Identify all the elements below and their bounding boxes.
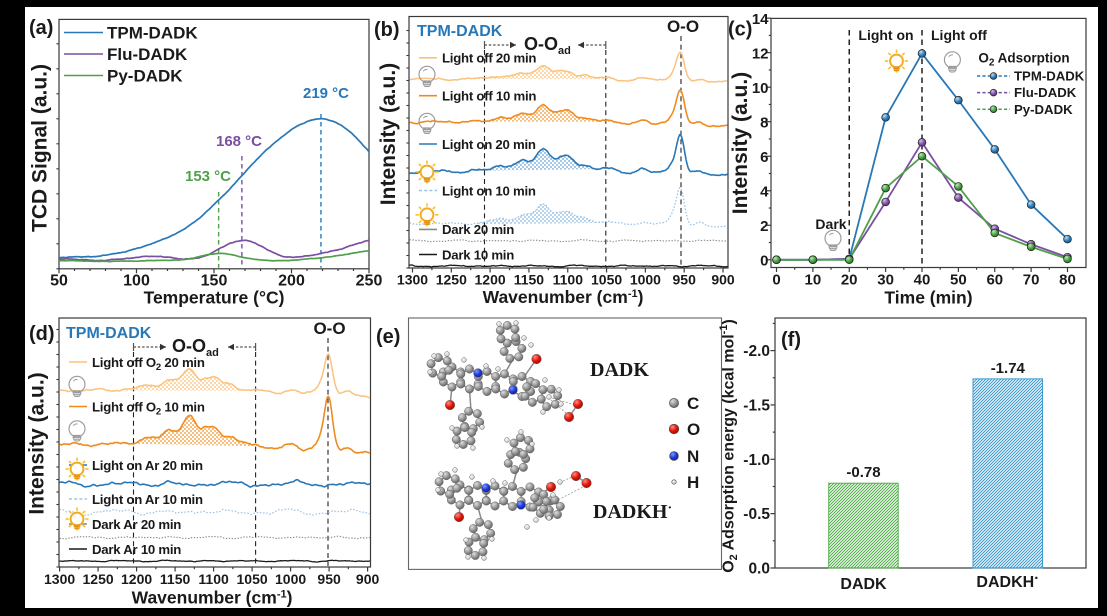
svg-text:12: 12	[752, 46, 769, 63]
svg-text:1200: 1200	[121, 571, 152, 587]
svg-text:Dark 20 min: Dark 20 min	[442, 222, 514, 237]
svg-text:Flu-DADK: Flu-DADK	[107, 45, 188, 64]
svg-text:950: 950	[673, 272, 697, 288]
svg-text:Light off: Light off	[931, 27, 987, 43]
svg-text:1000: 1000	[275, 571, 306, 587]
svg-text:0: 0	[772, 272, 780, 289]
svg-text:-1.0: -1.0	[743, 452, 770, 469]
svg-text:4: 4	[760, 184, 769, 201]
svg-text:Dark Ar 20 min: Dark Ar 20 min	[92, 517, 181, 532]
svg-text:Py-DADK: Py-DADK	[1014, 102, 1073, 117]
svg-text:Light off O2 10 min: Light off O2 10 min	[92, 399, 205, 417]
svg-text:1100: 1100	[198, 571, 229, 587]
svg-text:50: 50	[50, 272, 68, 289]
svg-text:Intensity (a.u.): Intensity (a.u.)	[26, 372, 49, 514]
svg-text:Time (min): Time (min)	[884, 288, 972, 308]
svg-text:Flu-DADK: Flu-DADK	[1014, 85, 1077, 100]
svg-text:50: 50	[950, 272, 967, 289]
svg-text:TPM-DADK: TPM-DADK	[1014, 69, 1085, 84]
svg-text:1000: 1000	[630, 272, 661, 288]
svg-text:Light off 20 min: Light off 20 min	[442, 51, 536, 66]
svg-text:Light on 20 min: Light on 20 min	[442, 137, 536, 152]
svg-text:TPM-DADK: TPM-DADK	[107, 24, 198, 43]
svg-text:Light on 10 min: Light on 10 min	[442, 183, 536, 198]
svg-text:60: 60	[986, 272, 1003, 289]
svg-text:1150: 1150	[160, 571, 191, 587]
svg-text:(a): (a)	[29, 17, 53, 39]
svg-text:DADKH·: DADKH·	[976, 570, 1039, 591]
svg-text:40: 40	[914, 272, 931, 289]
svg-text:Temperature (°C): Temperature (°C)	[144, 287, 285, 307]
svg-text:DADKH·: DADKH·	[593, 501, 672, 523]
svg-text:Intensity (a.u.): Intensity (a.u.)	[377, 63, 400, 205]
svg-text:14: 14	[752, 11, 769, 28]
svg-text:150: 150	[201, 272, 228, 289]
svg-text:Light on Ar 20 min: Light on Ar 20 min	[92, 458, 203, 473]
svg-text:30: 30	[877, 272, 894, 289]
svg-text:1300: 1300	[44, 571, 75, 587]
svg-text:20: 20	[841, 272, 858, 289]
svg-text:Dark Ar 10 min: Dark Ar 10 min	[92, 542, 181, 557]
svg-text:Light off O2 20 min: Light off O2 20 min	[92, 355, 205, 373]
svg-text:C: C	[687, 394, 699, 413]
svg-text:250: 250	[356, 272, 383, 289]
svg-text:10: 10	[805, 272, 822, 289]
svg-text:8: 8	[760, 115, 768, 132]
svg-text:Py-DADK: Py-DADK	[107, 67, 183, 86]
svg-text:Dark: Dark	[815, 216, 846, 232]
svg-text:1250: 1250	[436, 272, 467, 288]
svg-text:(b): (b)	[374, 19, 400, 41]
svg-text:O2 Adsorption: O2 Adsorption	[978, 51, 1069, 69]
svg-text:1050: 1050	[237, 571, 268, 587]
svg-text:(c): (c)	[728, 19, 752, 41]
svg-text:10: 10	[752, 80, 769, 97]
svg-text:6: 6	[760, 149, 768, 166]
svg-text:Wavenumber (cm-1): Wavenumber (cm-1)	[483, 287, 644, 307]
svg-text:1200: 1200	[475, 272, 506, 288]
svg-text:900: 900	[711, 272, 735, 288]
svg-text:Light off 10 min: Light off 10 min	[442, 89, 536, 104]
svg-text:-0.78: -0.78	[846, 464, 880, 481]
svg-text:Dark 10 min: Dark 10 min	[442, 247, 514, 262]
svg-text:Light on Ar 10 min: Light on Ar 10 min	[92, 492, 203, 507]
svg-text:O: O	[687, 420, 700, 439]
svg-text:(e): (e)	[376, 326, 400, 348]
svg-text:80: 80	[1059, 272, 1076, 289]
svg-text:168 °C: 168 °C	[216, 133, 262, 150]
svg-text:TCD Signal (a.u.): TCD Signal (a.u.)	[29, 64, 52, 232]
svg-text:900: 900	[356, 571, 380, 587]
svg-text:200: 200	[278, 272, 305, 289]
svg-text:0: 0	[760, 253, 768, 270]
svg-text:Wavenumber (cm-1): Wavenumber (cm-1)	[132, 588, 293, 608]
svg-text:1300: 1300	[397, 272, 428, 288]
svg-text:-2.0: -2.0	[743, 343, 770, 360]
svg-text:(d): (d)	[29, 323, 55, 345]
svg-text:DADK: DADK	[840, 576, 887, 593]
svg-text:100: 100	[123, 272, 150, 289]
svg-text:(f): (f)	[781, 329, 801, 351]
svg-text:153 °C: 153 °C	[185, 168, 231, 185]
svg-text:TPM-DADK: TPM-DADK	[66, 325, 152, 342]
svg-text:DADK: DADK	[590, 359, 649, 381]
svg-text:O2 Adsorption energy (kcal mol: O2 Adsorption energy (kcal mol-1)	[718, 319, 740, 573]
svg-text:219 °C: 219 °C	[303, 85, 349, 102]
svg-text:1050: 1050	[591, 272, 622, 288]
svg-text:O-O: O-O	[313, 319, 345, 338]
svg-text:O-O: O-O	[667, 17, 699, 36]
svg-text:Intensity (a.u.): Intensity (a.u.)	[729, 72, 752, 214]
svg-text:1150: 1150	[514, 272, 545, 288]
svg-text:TPM-DADK: TPM-DADK	[417, 23, 503, 40]
svg-text:-0.5: -0.5	[743, 506, 770, 523]
svg-text:N: N	[687, 447, 699, 466]
svg-text:950: 950	[317, 571, 341, 587]
svg-text:70: 70	[1023, 272, 1040, 289]
svg-text:1250: 1250	[83, 571, 114, 587]
svg-text:0.0: 0.0	[748, 561, 770, 578]
svg-text:1100: 1100	[553, 272, 584, 288]
svg-text:-1.74: -1.74	[991, 360, 1026, 377]
svg-text:-1.5: -1.5	[743, 397, 770, 414]
svg-text:H: H	[687, 473, 699, 492]
svg-text:2: 2	[760, 218, 768, 235]
svg-text:Light on: Light on	[858, 27, 913, 43]
